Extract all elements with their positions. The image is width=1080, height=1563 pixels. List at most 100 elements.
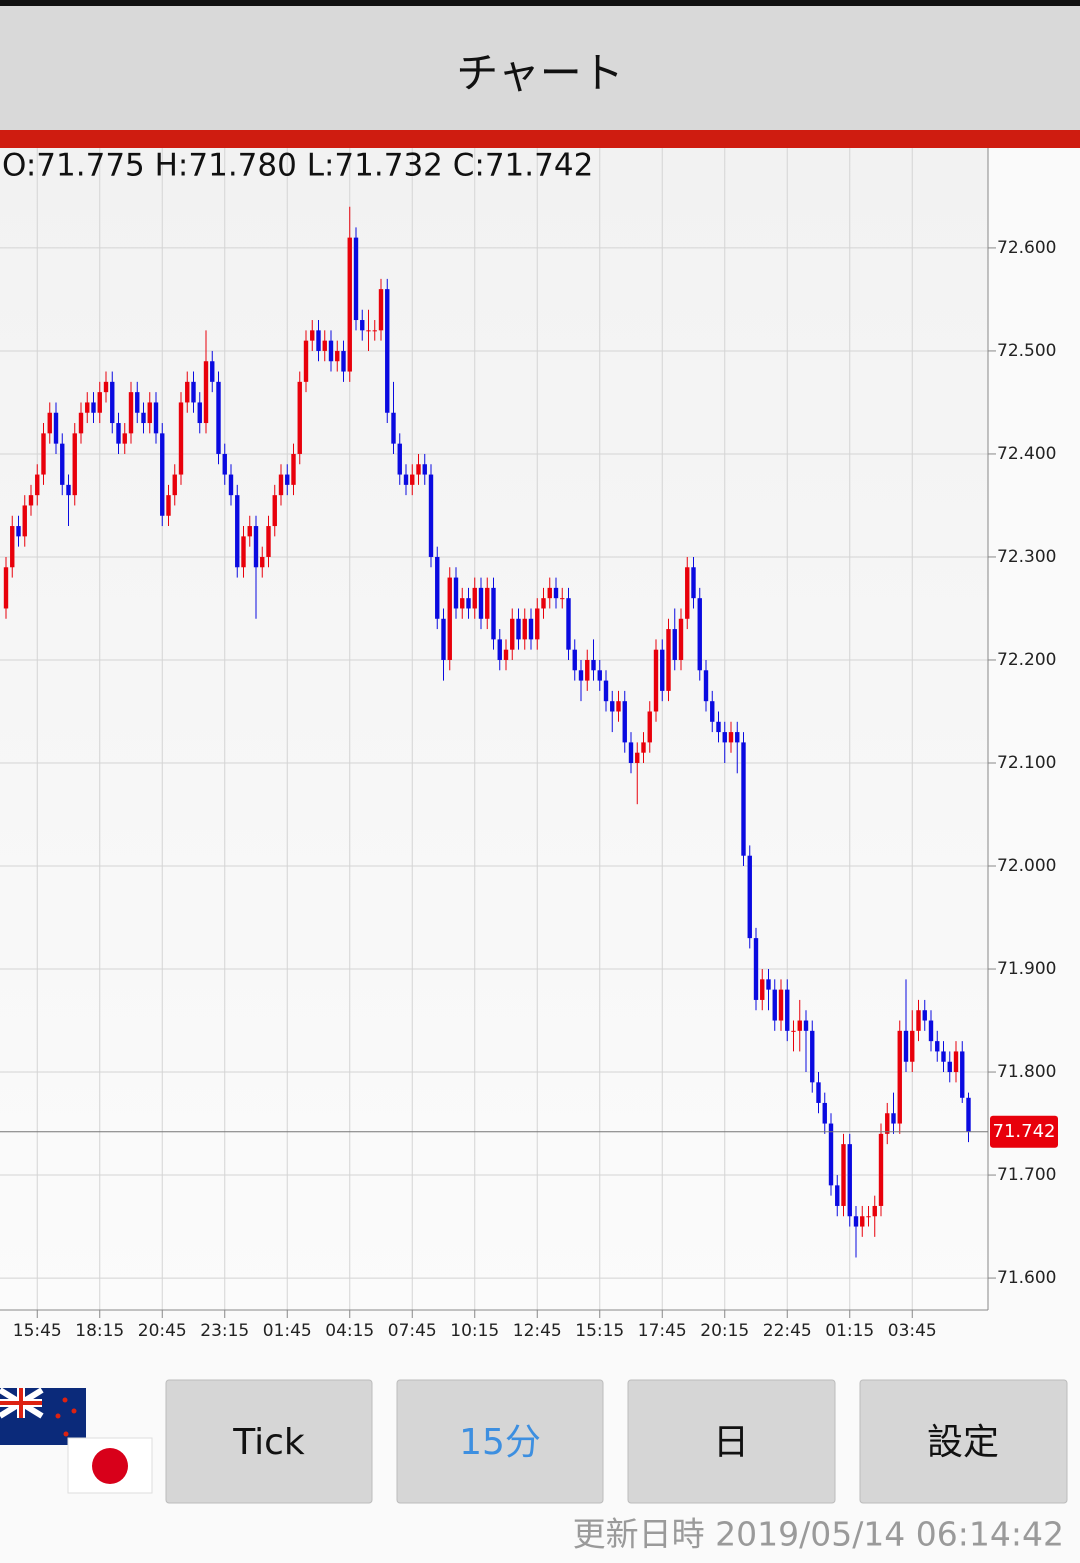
candle-body <box>785 989 790 1031</box>
candle-body <box>503 649 509 660</box>
candle-body <box>966 1097 971 1132</box>
candle-body <box>178 402 184 475</box>
candle-body <box>566 598 571 650</box>
candle-body <box>447 577 452 660</box>
candle-body <box>172 474 177 496</box>
jp-flag <box>67 1437 153 1494</box>
candle-body <box>572 649 577 671</box>
candle-body <box>578 670 584 681</box>
candle-body <box>647 711 652 743</box>
candle-body <box>910 1030 915 1062</box>
candle-body <box>891 1113 896 1124</box>
y-tick-label: 72.500 <box>997 341 1056 361</box>
candle-body <box>85 402 90 413</box>
candle-body <box>672 629 677 660</box>
candle-body <box>66 484 71 496</box>
candle-body <box>585 659 590 681</box>
candle-body <box>335 350 340 362</box>
candle-body <box>185 381 190 403</box>
candle-body <box>485 587 490 619</box>
candle-body <box>903 1030 909 1062</box>
candle-body <box>360 320 365 331</box>
candle-body <box>191 381 196 403</box>
nz-flag <box>0 1387 86 1445</box>
candle-body <box>866 1216 871 1218</box>
x-tick-label: 17:45 <box>638 1321 687 1341</box>
candle-body <box>847 1144 852 1217</box>
x-tick-label: 15:45 <box>13 1321 62 1341</box>
candle-body <box>928 1020 934 1042</box>
candle-body <box>110 381 115 424</box>
candle-body <box>660 649 665 691</box>
candle-body <box>10 526 15 568</box>
status-strip <box>0 0 1080 6</box>
candle-body <box>941 1051 946 1062</box>
button[interactable]: 設定 <box>859 1379 1068 1504</box>
candle-body <box>885 1113 890 1134</box>
candle-body <box>535 608 540 640</box>
candle-body <box>272 495 277 527</box>
candle-body <box>372 330 377 332</box>
candle-body <box>210 361 215 382</box>
candle-body <box>697 598 702 671</box>
header-accent <box>0 130 1080 148</box>
candle-body <box>435 556 440 619</box>
y-tick-label: 72.600 <box>997 238 1056 258</box>
candle-body <box>828 1123 834 1186</box>
button[interactable]: 日 <box>627 1379 836 1504</box>
app-header <box>0 6 1080 130</box>
candle-body <box>472 587 477 609</box>
candle-body <box>635 752 640 763</box>
candle-body <box>3 567 9 609</box>
button[interactable]: 15分 <box>396 1379 604 1504</box>
candle-body <box>628 742 634 763</box>
candle-body <box>153 402 159 434</box>
candle-body <box>741 742 746 856</box>
candle-body <box>528 618 534 640</box>
candle-body <box>428 474 434 557</box>
candle-body <box>385 289 390 413</box>
button-label[interactable]: 日 <box>713 1422 749 1463</box>
x-tick-label: 15:15 <box>575 1321 624 1341</box>
candle-body <box>791 1030 796 1032</box>
candle-body <box>391 412 396 444</box>
candle-body <box>753 938 759 1000</box>
candle-body <box>466 598 471 609</box>
candle-body <box>735 732 740 743</box>
candle-body <box>222 453 227 475</box>
button-label[interactable]: 15分 <box>459 1422 541 1463</box>
x-tick-label: 12:45 <box>513 1321 562 1341</box>
candle-body <box>678 618 684 660</box>
candle-body <box>203 361 209 424</box>
x-tick-label: 22:45 <box>763 1321 812 1341</box>
candle-body <box>135 392 140 413</box>
y-tick-label: 72.100 <box>997 753 1056 773</box>
candle-body <box>341 350 346 372</box>
candle-body <box>197 402 202 424</box>
button[interactable]: Tick <box>165 1379 373 1504</box>
candle-body <box>841 1144 846 1206</box>
candle-body <box>160 433 165 516</box>
candle-body <box>216 381 221 454</box>
x-tick-label: 07:45 <box>388 1321 437 1341</box>
candle-body <box>935 1041 940 1052</box>
candle-body <box>766 979 771 990</box>
candle-body <box>853 1216 859 1227</box>
candle-body <box>378 289 384 331</box>
candle-body <box>778 989 784 1021</box>
button-label[interactable]: Tick <box>232 1422 305 1463</box>
candle-body <box>603 680 609 702</box>
candle-body <box>922 1010 927 1021</box>
candle-body <box>747 855 752 939</box>
button-label[interactable]: 設定 <box>927 1422 999 1463</box>
candle-body <box>553 587 559 599</box>
candle-body <box>397 443 402 475</box>
candle-body <box>416 464 421 475</box>
candle-body <box>366 330 371 332</box>
x-tick-label: 01:15 <box>825 1321 874 1341</box>
x-tick-label: 10:15 <box>450 1321 499 1341</box>
x-tick-label: 03:45 <box>888 1321 937 1341</box>
candle-body <box>47 412 52 434</box>
plot-area <box>0 148 988 1310</box>
candle-body <box>278 474 284 496</box>
